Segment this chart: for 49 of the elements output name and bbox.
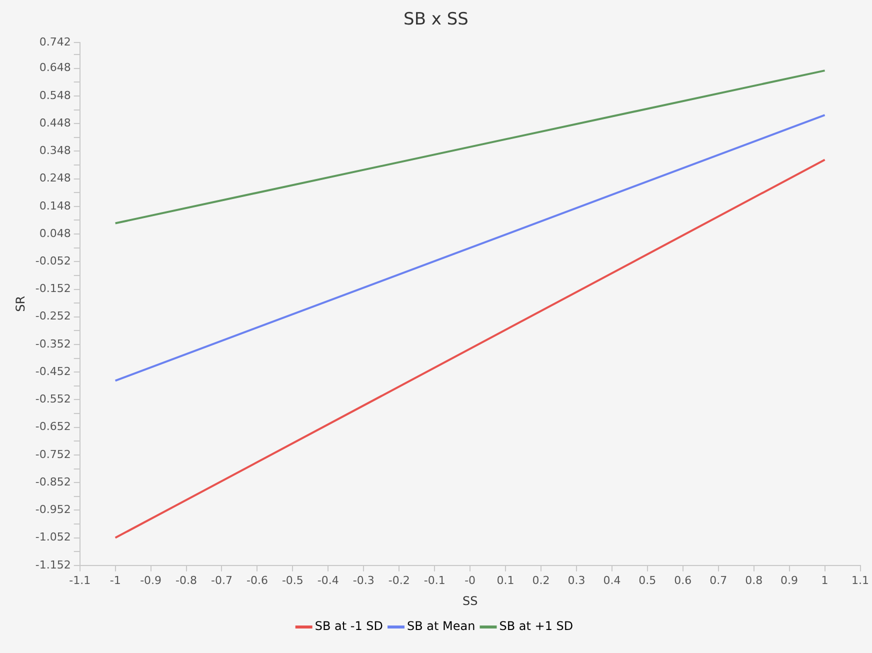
x-tick-label: 0.5 [638,574,656,587]
x-tick-label: 0.8 [745,574,763,587]
legend-label: SB at -1 SD [314,619,384,634]
y-tick-label: -1.052 [35,530,71,544]
y-tick-label: -0.452 [35,364,71,378]
x-tick-label: -0.6 [246,574,268,587]
legend-label: SB at Mean [407,619,476,634]
y-tick-label: 0.048 [39,226,71,240]
y-tick-label: 0.548 [39,88,71,102]
chart-title: SB x SS [404,10,468,30]
x-tick-label: -0.5 [282,574,304,587]
x-tick-label: 0.4 [603,574,621,587]
x-tick-label: 0.1 [496,574,514,587]
y-tick-label: -0.252 [35,310,71,323]
y-tick-label: 0.448 [39,116,71,130]
x-tick-label: -0.4 [317,574,339,587]
y-axis-title: SR [13,296,28,312]
x-tick-label: -1 [110,574,121,587]
x-tick-label: 0.6 [674,574,692,587]
y-tick-label: -1.152 [35,558,71,572]
x-tick-label: -0 [464,574,476,587]
legend-label: SB at +1 SD [499,619,574,634]
x-tick-label: -0.3 [352,574,374,587]
y-tick-label: 0.742 [39,35,71,48]
x-tick-label: -0.7 [211,574,232,587]
x-tick-label: -0.9 [140,574,162,587]
x-tick-label: 0.2 [532,574,550,587]
y-tick-label: 0.248 [39,172,71,185]
y-tick-label: -0.952 [35,503,71,516]
x-tick-label: 1 [821,574,828,587]
y-tick-label: -0.052 [35,254,71,268]
y-tick-label: -0.152 [35,282,71,296]
y-tick-label: 0.148 [39,199,71,212]
x-tick-label: -0.2 [388,574,410,587]
y-tick-label: 0.348 [39,144,71,158]
x-axis-title: SS [462,594,478,608]
y-tick-label: -0.852 [35,475,71,488]
y-tick-label: -0.552 [35,392,71,406]
x-tick-label: -1.1 [69,574,91,587]
y-tick-label: -0.352 [35,337,71,350]
y-tick-label: -0.652 [35,420,71,434]
x-tick-label: 0.7 [710,574,728,587]
x-tick-label: 0.3 [568,574,586,587]
y-tick-label: 0.648 [39,61,71,74]
x-tick-label: -0.1 [424,574,446,587]
x-tick-label: 1.1 [852,574,870,587]
x-tick-label: 0.9 [780,574,798,587]
y-tick-label: -0.752 [35,448,71,461]
x-tick-label: -0.8 [176,574,198,587]
